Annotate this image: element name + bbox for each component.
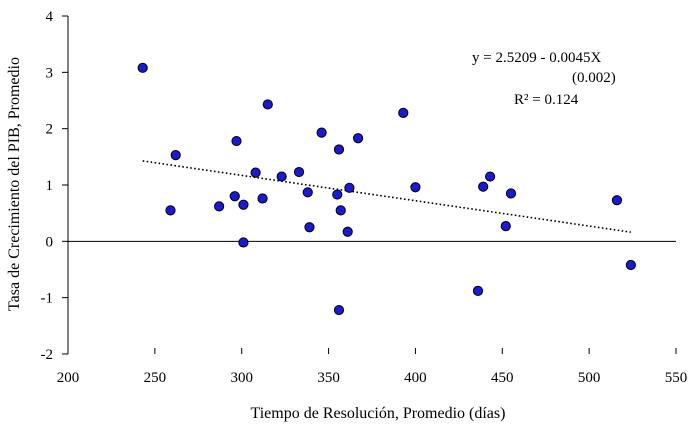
x-tick-label: 200 <box>57 370 80 386</box>
data-point <box>276 171 287 182</box>
data-point <box>165 205 176 216</box>
data-point <box>625 259 636 271</box>
axes <box>67 16 676 354</box>
x-tick-label: 300 <box>230 370 253 386</box>
y-tick-label: -2 <box>41 347 54 363</box>
data-point <box>316 127 327 138</box>
data-point <box>335 205 346 216</box>
data-point <box>229 191 240 202</box>
regression-equation: y = 2.5209 - 0.0045X <box>472 50 601 66</box>
regression-std-error: (0.002) <box>572 70 616 86</box>
data-point <box>262 99 273 110</box>
y-axis-ticks: -2 -1 0 1 2 3 4 <box>41 9 68 363</box>
r-squared: R² = 0.124 <box>514 92 579 108</box>
x-tick-label: 400 <box>404 370 427 386</box>
data-point <box>478 181 489 192</box>
x-tick-label: 350 <box>317 370 340 386</box>
data-point <box>410 182 421 193</box>
data-point <box>333 304 345 316</box>
data-point <box>505 188 517 199</box>
y-tick-label: 0 <box>46 234 54 250</box>
y-tick-label: 3 <box>46 65 54 81</box>
data-point <box>485 171 496 182</box>
data-point <box>302 187 313 198</box>
data-point <box>611 195 623 206</box>
data-point <box>332 189 343 200</box>
y-tick-label: 4 <box>46 9 54 25</box>
y-tick-label: 2 <box>46 122 54 138</box>
x-tick-label: 450 <box>491 370 514 386</box>
data-point <box>137 62 148 73</box>
data-point <box>304 222 315 233</box>
x-tick-label: 550 <box>665 370 688 386</box>
data-point <box>500 221 511 232</box>
x-axis-label: Tiempo de Resolución, Promedio (días) <box>251 405 506 422</box>
y-axis-label: Tasa de Crecimiento del PIB, Promedio <box>6 57 23 311</box>
y-tick-label: -1 <box>41 291 54 307</box>
data-point <box>238 237 249 248</box>
x-tick-label: 500 <box>578 370 601 386</box>
y-tick-label: 1 <box>46 178 54 194</box>
data-point <box>250 167 261 178</box>
data-point <box>344 182 355 193</box>
data-point <box>333 144 345 155</box>
data-point <box>238 199 249 210</box>
data-point <box>472 285 484 297</box>
data-point <box>398 107 409 118</box>
data-point <box>214 201 225 212</box>
data-point <box>231 135 242 147</box>
data-point <box>257 193 268 204</box>
x-tick-label: 250 <box>144 370 167 386</box>
trendline-group <box>142 160 631 233</box>
data-points <box>137 62 636 316</box>
data-point <box>342 226 353 237</box>
data-point <box>353 133 364 144</box>
data-point <box>293 166 305 178</box>
data-point <box>170 150 181 161</box>
x-axis-ticks: 200 250 300 350 400 450 500 550 <box>57 348 688 386</box>
trendline <box>142 160 631 233</box>
